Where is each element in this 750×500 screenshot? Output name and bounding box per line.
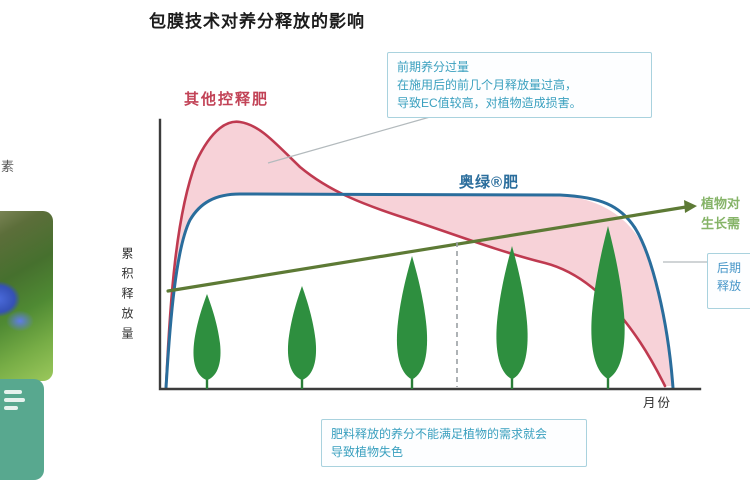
tree-group [193,226,625,389]
callout-late-release: 后期 释放 [707,253,750,309]
callout-deficiency: 肥料释放的养分不能满足植物的需求就会 导致植物失色 [321,419,587,467]
callout-late-release-line2: 释放 [717,279,742,293]
tree-icon [193,294,221,381]
callout-late-release-line1: 后期 [717,261,742,275]
plant-demand-label-line2: 生长需 [701,216,741,231]
flower-photo-thumbnail [0,211,53,381]
left-text-fragment: 素 [1,159,15,174]
tree-icon [496,246,528,380]
osmocote-curve [164,192,675,390]
x-axis-label: 月份 [643,396,673,410]
tree-icon [396,256,428,380]
callout-early-excess-line1: 前期养分过量 [397,60,470,74]
page-title: 包膜技术对养分释放的影响 [149,12,365,31]
callout-deficiency-line1: 肥料释放的养分不能满足植物的需求就会 [331,427,548,441]
osmocote-label: 奥绿®肥 [459,174,520,191]
micro-text-line [4,390,22,394]
callout-early-excess-line2: 在施用后的前几个月释放量过高， [397,78,578,92]
micro-text-line [4,398,25,402]
y-axis-label: 累积释放量 [120,247,134,347]
difference-area [166,121,672,388]
tree-icon [287,286,317,381]
callout-early-excess-line3: 导致EC值较高，对植物造成损害。 [397,96,582,110]
callout-deficiency-line2: 导致植物失色 [331,445,404,459]
teal-caption-card [0,379,44,480]
micro-text-line [4,406,18,410]
plant-demand-label-line1: 植物对 [701,196,741,211]
other-crf-label: 其他控释肥 [184,91,270,108]
plant-demand-line [166,200,697,293]
axis-lines [158,118,702,391]
callout-early-excess: 前期养分过量 在施用后的前几个月释放量过高， 导致EC值较高，对植物造成损害。 [387,52,652,118]
plant-demand-label: 植物对 生长需 [701,194,750,236]
connector-lines [267,116,707,263]
